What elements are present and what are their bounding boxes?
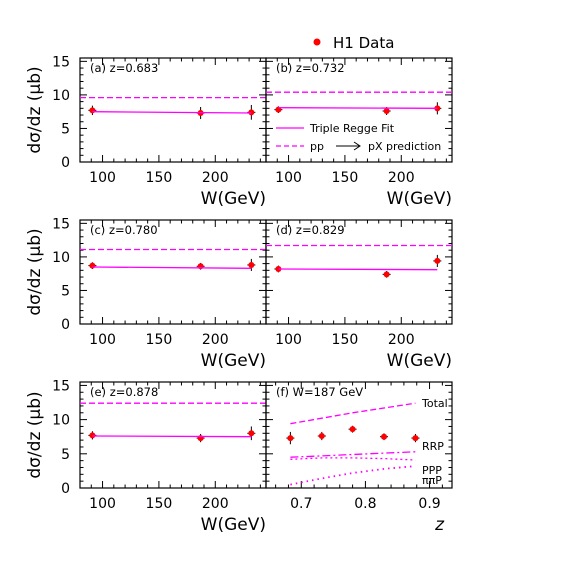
series-line: [290, 451, 416, 458]
y-tick-label: 0: [61, 481, 70, 497]
panel-frame: [265, 381, 453, 489]
x-tick-label: 200: [388, 170, 415, 186]
curve-label: RRP: [422, 440, 444, 453]
data-point: [381, 433, 388, 440]
panel-e: 0 5 10 15 100 150 200 W(GeV) dσ/dz (μb) (e) z=0.8…: [25, 378, 267, 535]
legend-fit-label: Triple Regge Fit: [309, 122, 395, 135]
x-axis-label: z: [434, 515, 445, 535]
panel-title: (a) z=0.683: [90, 61, 158, 75]
arrow-icon: [336, 141, 361, 151]
y-tick-label: 10: [52, 250, 70, 266]
panel-title: (f) W=187 GeV: [276, 385, 363, 399]
data-point: [89, 432, 96, 439]
y-tick-label: 15: [52, 54, 70, 70]
x-axis-label: W(GeV): [201, 189, 266, 209]
panel-title: (b) z=0.732: [276, 61, 345, 75]
y-tick-label: 15: [52, 216, 70, 232]
y-axis-label: dσ/dz (μb): [25, 228, 45, 315]
series-line: [278, 268, 438, 271]
panel-frame: [265, 57, 453, 163]
data-point: [434, 105, 441, 112]
y-tick-label: 5: [61, 283, 70, 299]
x-tick-label: 100: [89, 496, 116, 512]
legend-h1-label: H1 Data: [333, 34, 394, 52]
x-tick-label: 100: [89, 170, 116, 186]
legend-h1-marker: [313, 38, 321, 46]
data-point: [383, 271, 390, 278]
y-tick-label: 0: [61, 317, 70, 333]
legend-h1: H1 Data: [313, 34, 394, 52]
panel-b: 100 150 200 W(GeV) (b) z=0.732: [265, 57, 453, 209]
data-point: [434, 257, 441, 264]
series-line: [290, 457, 416, 461]
data-point: [248, 430, 255, 437]
x-axis-label: W(GeV): [201, 351, 266, 371]
panel-title: (e) z=0.878: [90, 385, 158, 399]
y-axis-label: dσ/dz (μb): [25, 391, 45, 478]
x-axis-label: W(GeV): [387, 189, 452, 209]
panel-d: 100 150 200 W(GeV) (d) z=0.829: [265, 219, 453, 371]
y-tick-label: 10: [52, 413, 70, 429]
data-point: [89, 262, 96, 269]
panel-a: 0 5 10 15 100 150 200 W(GeV) dσ/dz (μb) (a) z=0.6…: [25, 54, 267, 209]
legend-pred-label-left: pp: [310, 140, 324, 153]
x-tick-label: 100: [275, 332, 302, 348]
data-point: [248, 109, 255, 116]
curve-label: Total: [421, 397, 448, 410]
curve-label: ππP: [422, 474, 442, 487]
legend-pred-label-right: pX prediction: [368, 140, 441, 153]
legend-fit: Triple Regge Fit: [276, 122, 395, 135]
panel-title: (c) z=0.780: [90, 223, 158, 237]
series-line: [92, 435, 252, 438]
series-line: [92, 266, 252, 269]
data-point: [287, 435, 294, 442]
y-axis-label: dσ/dz (μb): [25, 66, 45, 153]
series-line: [278, 107, 438, 109]
x-tick-label: 200: [202, 170, 229, 186]
x-tick-label: 200: [202, 332, 229, 348]
data-point: [412, 435, 419, 442]
x-tick-label: 0.8: [354, 496, 376, 512]
x-tick-label: 100: [275, 170, 302, 186]
x-tick-label: 150: [332, 170, 359, 186]
x-tick-label: 100: [89, 332, 116, 348]
x-tick-label: 150: [146, 332, 173, 348]
x-tick-label: 0.7: [290, 496, 312, 512]
x-axis-label: W(GeV): [387, 351, 452, 371]
panel-title: (d) z=0.829: [276, 223, 345, 237]
panel-frame: [265, 219, 453, 325]
x-tick-label: 200: [202, 496, 229, 512]
curve-label: PPP: [422, 464, 442, 477]
data-point: [89, 107, 96, 114]
data-point: [275, 265, 282, 272]
series-line: [92, 111, 252, 114]
series-line: [290, 465, 416, 486]
data-point: [318, 433, 325, 440]
data-point: [248, 261, 255, 268]
x-tick-label: 150: [332, 332, 359, 348]
y-tick-label: 5: [61, 447, 70, 463]
x-axis-label: W(GeV): [201, 515, 266, 535]
y-tick-label: 0: [61, 155, 70, 171]
x-tick-label: 0.9: [418, 496, 440, 512]
series-line: [290, 402, 416, 425]
y-tick-label: 10: [52, 88, 70, 104]
x-tick-label: 150: [146, 170, 173, 186]
x-tick-label: 200: [388, 332, 415, 348]
y-tick-label: 15: [52, 378, 70, 394]
x-tick-label: 150: [146, 496, 173, 512]
data-point: [383, 108, 390, 115]
data-point: [349, 426, 356, 433]
panel-c: 0 5 10 15 100 150 200 W(GeV) dσ/dz (μb) (c) z=0.7…: [25, 216, 267, 371]
legend-prediction: pp pX prediction: [276, 140, 441, 153]
y-tick-label: 5: [61, 121, 70, 137]
